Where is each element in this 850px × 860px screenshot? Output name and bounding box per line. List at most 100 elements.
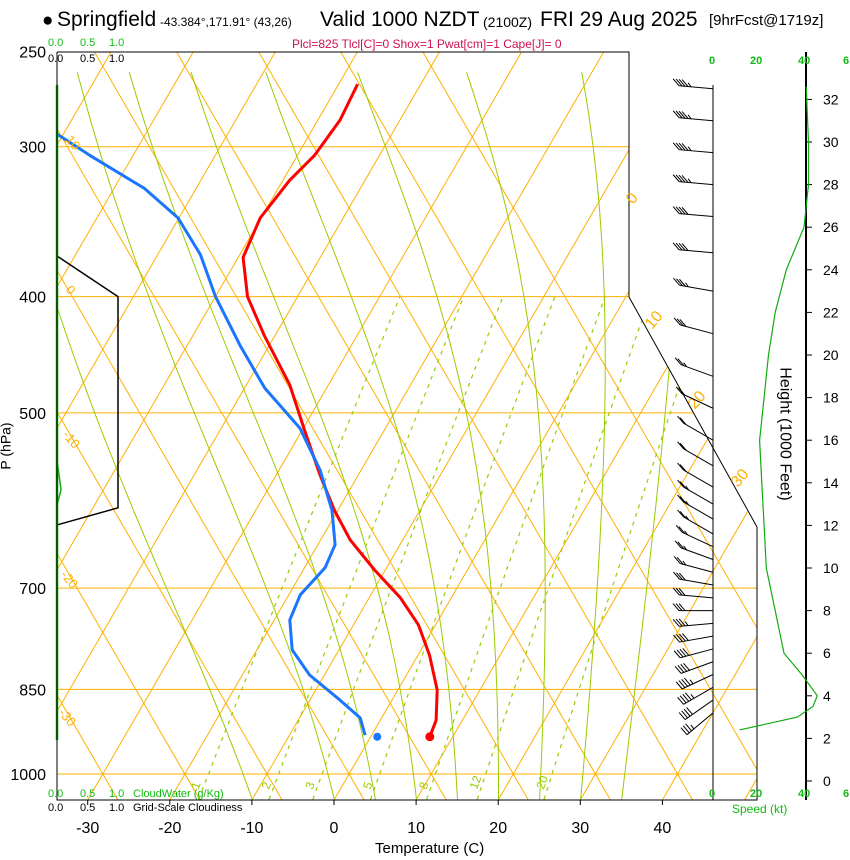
cloudiness-label: Grid-Scale Cloudiness bbox=[133, 802, 243, 814]
mixing-ratio-label: 8 bbox=[416, 780, 432, 791]
barb-flag bbox=[678, 242, 686, 251]
barb-flag bbox=[675, 142, 683, 151]
barb-flag bbox=[678, 588, 686, 596]
wind-barb bbox=[677, 686, 714, 705]
surface-dewpoint-point bbox=[373, 732, 382, 741]
pressure-tick-label: 700 bbox=[19, 581, 46, 598]
barb-flag bbox=[679, 633, 686, 642]
adiabat-label: -10 bbox=[60, 427, 84, 451]
barb-shaft bbox=[679, 213, 714, 218]
barb-flag bbox=[674, 540, 682, 549]
mixing-ratio-line bbox=[476, 296, 652, 800]
wind-barb bbox=[672, 603, 713, 612]
barb-flag bbox=[678, 526, 686, 534]
barb-flag bbox=[681, 243, 689, 251]
surface-temperature-point bbox=[425, 732, 435, 742]
barb-flag bbox=[675, 603, 683, 611]
barb-flag bbox=[682, 633, 689, 641]
barb-flag bbox=[678, 78, 686, 87]
barb-flag bbox=[675, 587, 683, 596]
barb-flag bbox=[679, 648, 687, 657]
barb-flag bbox=[676, 556, 684, 565]
barb-flag bbox=[683, 708, 691, 717]
mixing-ratio-line bbox=[197, 296, 401, 800]
mixing-ratio-line bbox=[543, 296, 711, 800]
height-tick-label: 10 bbox=[823, 560, 839, 576]
pressure-tick-label: 250 bbox=[19, 45, 46, 62]
mixing-ratio-label: 1 bbox=[188, 780, 204, 791]
height-axis-label: Height (1000 Feet) bbox=[776, 367, 794, 501]
adiabat-label: -30 bbox=[56, 705, 80, 729]
barb-flag bbox=[677, 541, 685, 550]
barb-flag bbox=[680, 663, 688, 672]
dry-adiabat bbox=[57, 52, 283, 800]
wind-barb bbox=[672, 142, 714, 154]
wind-barb bbox=[672, 78, 714, 90]
mixing-ratio-line bbox=[426, 296, 606, 800]
wind-barb bbox=[674, 540, 714, 560]
barb-flag bbox=[682, 693, 690, 702]
barb-flag bbox=[686, 707, 693, 715]
barb-flag bbox=[673, 317, 681, 326]
barb-flag bbox=[685, 723, 692, 732]
barb-flag bbox=[672, 110, 680, 119]
barb-shaft bbox=[681, 393, 714, 409]
barb-flag bbox=[673, 277, 680, 286]
speed-tick: 6 bbox=[843, 55, 850, 67]
speed-tick: 20 bbox=[750, 55, 763, 67]
barb-flag bbox=[677, 509, 684, 518]
temperature-tick-label: 10 bbox=[407, 820, 425, 837]
barb-flag bbox=[672, 587, 680, 596]
isotherm bbox=[579, 52, 757, 800]
barb-flag bbox=[679, 572, 686, 581]
barb-flag bbox=[673, 556, 681, 564]
mixing-ratio-label: 3 bbox=[302, 780, 318, 791]
barb-half-flag bbox=[685, 515, 690, 521]
isotherm-label: 30 bbox=[728, 466, 753, 491]
height-tick-label: 6 bbox=[823, 645, 831, 661]
wind-barb bbox=[673, 277, 714, 292]
barb-flag bbox=[672, 174, 680, 182]
wind-barb bbox=[675, 386, 714, 409]
wind-barb bbox=[672, 618, 714, 627]
barb-flag bbox=[677, 664, 685, 673]
wind-barb bbox=[674, 357, 714, 377]
pressure-tick-label: 500 bbox=[19, 406, 46, 423]
barb-flag bbox=[679, 319, 687, 327]
barb-flag bbox=[678, 142, 686, 151]
barb-half-flag bbox=[685, 500, 690, 506]
wind-barb bbox=[672, 587, 714, 599]
indices: Plcl=825 Tlcl[C]=0 Shox=1 Pwat[cm]=1 Cap… bbox=[292, 37, 562, 51]
height-tick-label: 16 bbox=[823, 432, 839, 448]
barb-half-flag bbox=[684, 282, 689, 288]
barb-half-flag bbox=[683, 545, 688, 551]
barb-flag bbox=[678, 206, 686, 215]
height-tick-label: 14 bbox=[823, 475, 839, 491]
cloudwater-bump bbox=[56, 459, 62, 506]
barb-half-flag bbox=[687, 114, 692, 120]
height-tick-label: 0 bbox=[823, 773, 831, 789]
cloudwater-label: CloudWater (g/Kg) bbox=[133, 788, 224, 800]
height-tick-label: 12 bbox=[823, 517, 839, 533]
isotherm bbox=[497, 52, 757, 800]
barb-flag bbox=[679, 511, 687, 519]
moist-adiabat bbox=[357, 72, 499, 800]
barb-flag bbox=[679, 278, 686, 287]
dry-adiabat bbox=[57, 52, 447, 800]
barb-half-flag bbox=[684, 621, 689, 626]
wind-barb bbox=[673, 556, 714, 573]
barb-flag bbox=[681, 679, 689, 687]
cloudiness-tick: 0.0 bbox=[48, 53, 64, 65]
barb-flag bbox=[682, 648, 690, 656]
barb-flag bbox=[675, 525, 683, 533]
barb-flag bbox=[673, 634, 680, 643]
isotherm bbox=[57, 52, 201, 800]
barb-flag bbox=[676, 649, 684, 658]
dry-adiabat bbox=[251, 52, 693, 800]
cloudwater-tick: 0.5 bbox=[80, 37, 96, 49]
wind-barb bbox=[674, 661, 714, 674]
speed-profile-line bbox=[739, 86, 818, 731]
plot-frame bbox=[56, 51, 758, 801]
speed-tick: 0 bbox=[709, 55, 716, 67]
barb-flag bbox=[677, 696, 684, 705]
